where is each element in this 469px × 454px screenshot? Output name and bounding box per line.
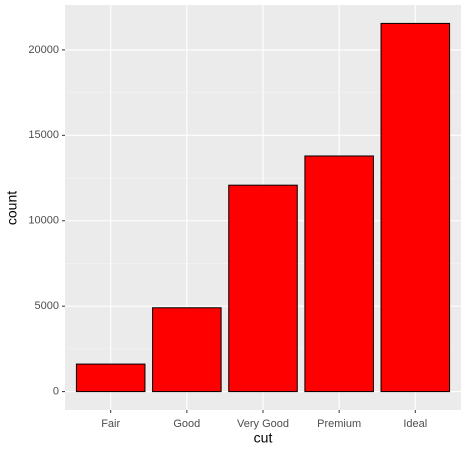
bar (75, 363, 146, 393)
y-tick-label: 5000 (35, 300, 59, 312)
x-tick-label: Premium (317, 418, 361, 430)
x-axis-title: cut (254, 430, 273, 446)
y-tick-label: 0 (53, 385, 59, 397)
x-tick-label: Good (173, 418, 200, 430)
x-tick-label: Ideal (403, 418, 427, 430)
x-tick-label: Fair (101, 418, 120, 430)
bar (152, 307, 222, 393)
y-tick-label: 15000 (28, 129, 59, 141)
y-tick-label: 20000 (28, 44, 59, 56)
y-axis-title: count (4, 191, 20, 225)
x-tick-label: Very Good (237, 418, 289, 430)
bar (380, 22, 451, 393)
bar (304, 155, 374, 393)
bar (228, 184, 298, 393)
y-tick-label: 10000 (28, 215, 59, 227)
